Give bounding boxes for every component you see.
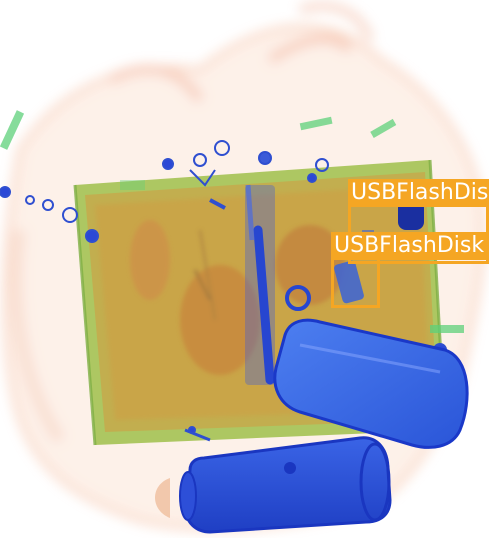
capsule-container xyxy=(273,318,469,449)
detection-label-usb-1: USBFlashDisk xyxy=(348,179,489,207)
slab-texture xyxy=(130,220,345,375)
green-fragments xyxy=(0,110,464,333)
trolley-handle xyxy=(245,184,311,385)
bottle xyxy=(155,436,392,534)
detection-label-usb-2: USBFlashDisk xyxy=(331,232,489,260)
